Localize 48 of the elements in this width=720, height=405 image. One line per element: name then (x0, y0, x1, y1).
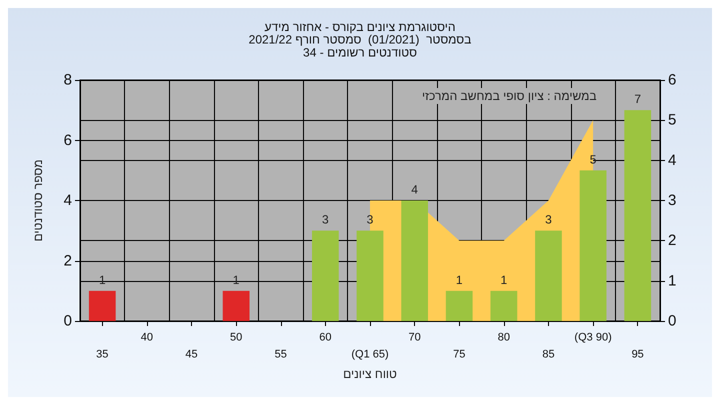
data-label: 3 (322, 212, 330, 227)
x-tick-label: 55 (274, 348, 287, 360)
y2-tick-label: 0 (668, 312, 676, 330)
data-label: 4 (411, 182, 418, 196)
x-tick-label: 95 (632, 348, 644, 360)
x-tick-label: 60 (319, 332, 332, 344)
y2-tick-label: 1 (668, 272, 676, 290)
y2-tick-label: 5 (668, 112, 676, 129)
x-tick-label: 70 (408, 332, 421, 344)
bar (222, 290, 250, 321)
x-tick-label: (Q1 65) (351, 348, 389, 360)
data-label: 1 (456, 272, 463, 287)
bar (580, 170, 606, 321)
x-tick-label: 45 (185, 348, 198, 360)
x-axis-title: טווח ציונים (343, 366, 398, 381)
bar (356, 230, 384, 321)
x-tick-label: 85 (542, 348, 555, 360)
y-tick-label: 6 (64, 132, 72, 149)
y2-tick-label: 2 (668, 232, 676, 250)
x-tick-label: 35 (96, 348, 108, 360)
chart-subtitle: בסמסטר (01/2021) סמסטר חורף 2021/22 סטודנטים רשומים - 34 (248, 32, 472, 60)
x-tick-label: 50 (230, 332, 242, 344)
annotation: במשימה : ציון סופי במחשב המרכזי (422, 89, 597, 103)
data-label: 7 (634, 92, 642, 106)
x-tick-label: 75 (453, 348, 466, 360)
bar (446, 290, 473, 321)
data-label: 3 (545, 212, 552, 227)
chart-title: היסטוגרמת ציונים בקורס - אחזור מידע (264, 20, 456, 34)
bar (401, 200, 428, 321)
bar (88, 290, 116, 321)
y-tick-label: 0 (64, 312, 72, 330)
y-tick-label: 4 (64, 192, 72, 209)
y2-tick-label: 4 (668, 152, 676, 169)
bar (490, 290, 518, 321)
data-label: 3 (366, 212, 374, 227)
bar (624, 110, 652, 321)
y-tick-label: 8 (64, 72, 72, 88)
y-tick-label: 2 (64, 252, 72, 270)
y-axis-title: מספר סטודנטים (31, 159, 45, 242)
x-tick-label: (Q3 90) (574, 332, 612, 344)
data-label: 5 (590, 152, 597, 166)
data-label: 1 (500, 272, 508, 287)
bar (312, 230, 339, 321)
x-tick-label: 80 (498, 332, 510, 344)
bar (535, 230, 562, 321)
x-tick-label: 40 (140, 332, 154, 344)
y2-tick-label: 6 (668, 72, 676, 88)
y2-tick-label: 3 (668, 192, 676, 209)
